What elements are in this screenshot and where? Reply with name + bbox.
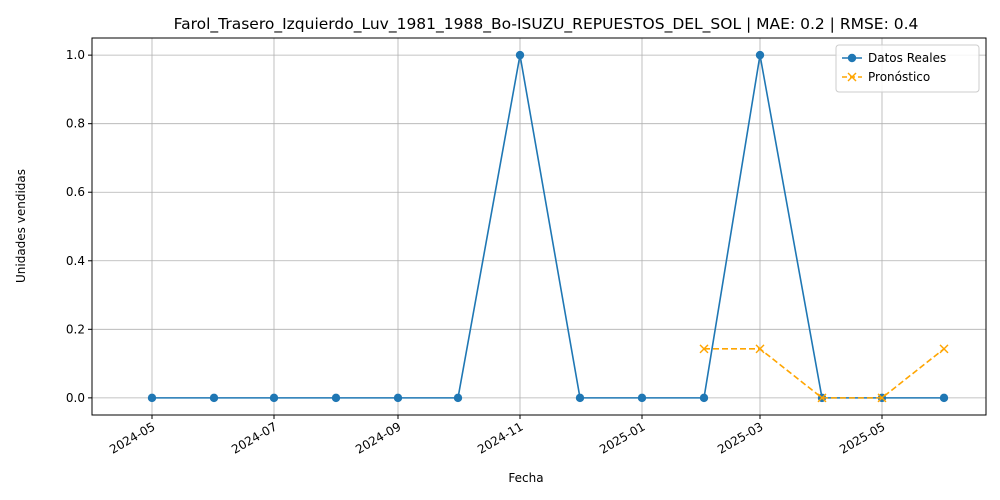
data-point-actual (453, 393, 463, 403)
data-point-actual (515, 50, 525, 60)
data-point-actual (637, 393, 647, 403)
x-tick-label: 2025-05 (837, 419, 887, 456)
legend-marker-forecast (847, 72, 857, 82)
x-tick-label: 2025-01 (597, 419, 647, 456)
data-point-actual (699, 393, 709, 403)
series-layer (147, 50, 949, 403)
chart-title: Farol_Trasero_Izquierdo_Luv_1981_1988_Bo… (174, 15, 919, 34)
x-tick-label: 2024-07 (229, 419, 279, 456)
data-point-forecast (877, 393, 887, 403)
data-point-actual (575, 393, 585, 403)
x-tick-label: 2024-09 (353, 419, 403, 456)
y-axis: 0.0 0.2 0.4 0.6 0.8 1.0 (66, 48, 92, 405)
x-axis: 2024-05 2024-07 2024-09 2024-11 2025-01 2025-… (107, 415, 888, 457)
legend-label-forecast: Pronóstico (868, 70, 930, 84)
legend-label-actual: Datos Reales (868, 51, 946, 65)
legend: Datos Reales Pronóstico (835, 44, 980, 93)
data-point-actual (209, 393, 219, 403)
data-point-actual (331, 393, 341, 403)
grid (92, 38, 986, 415)
plot-frame (91, 37, 987, 416)
data-point-actual (755, 50, 765, 60)
series-line-actual (152, 54, 944, 399)
data-point-actual (269, 393, 279, 403)
series-line-forecast (704, 348, 945, 399)
y-tick-label: 1.0 (66, 48, 85, 62)
y-tick-label: 0.6 (66, 185, 85, 199)
data-point-actual (939, 393, 949, 403)
x-axis-label: Fecha (508, 471, 543, 485)
x-tick-label: 2024-05 (107, 419, 157, 456)
y-tick-label: 0.2 (66, 322, 85, 336)
y-tick-label: 0.0 (66, 391, 85, 405)
legend-marker-actual (847, 53, 857, 63)
x-tick-label: 2025-03 (715, 419, 765, 456)
data-point-forecast (817, 393, 827, 403)
data-point-forecast (939, 344, 949, 354)
y-axis-label: Unidades vendidas (14, 169, 28, 283)
y-tick-label: 0.4 (66, 254, 85, 268)
data-point-forecast (699, 344, 709, 354)
y-tick-label: 0.8 (66, 117, 85, 131)
data-point-forecast (755, 344, 765, 354)
legend-box (835, 44, 980, 93)
data-point-actual (147, 393, 157, 403)
x-tick-label: 2024-11 (475, 419, 525, 456)
data-point-actual (393, 393, 403, 403)
